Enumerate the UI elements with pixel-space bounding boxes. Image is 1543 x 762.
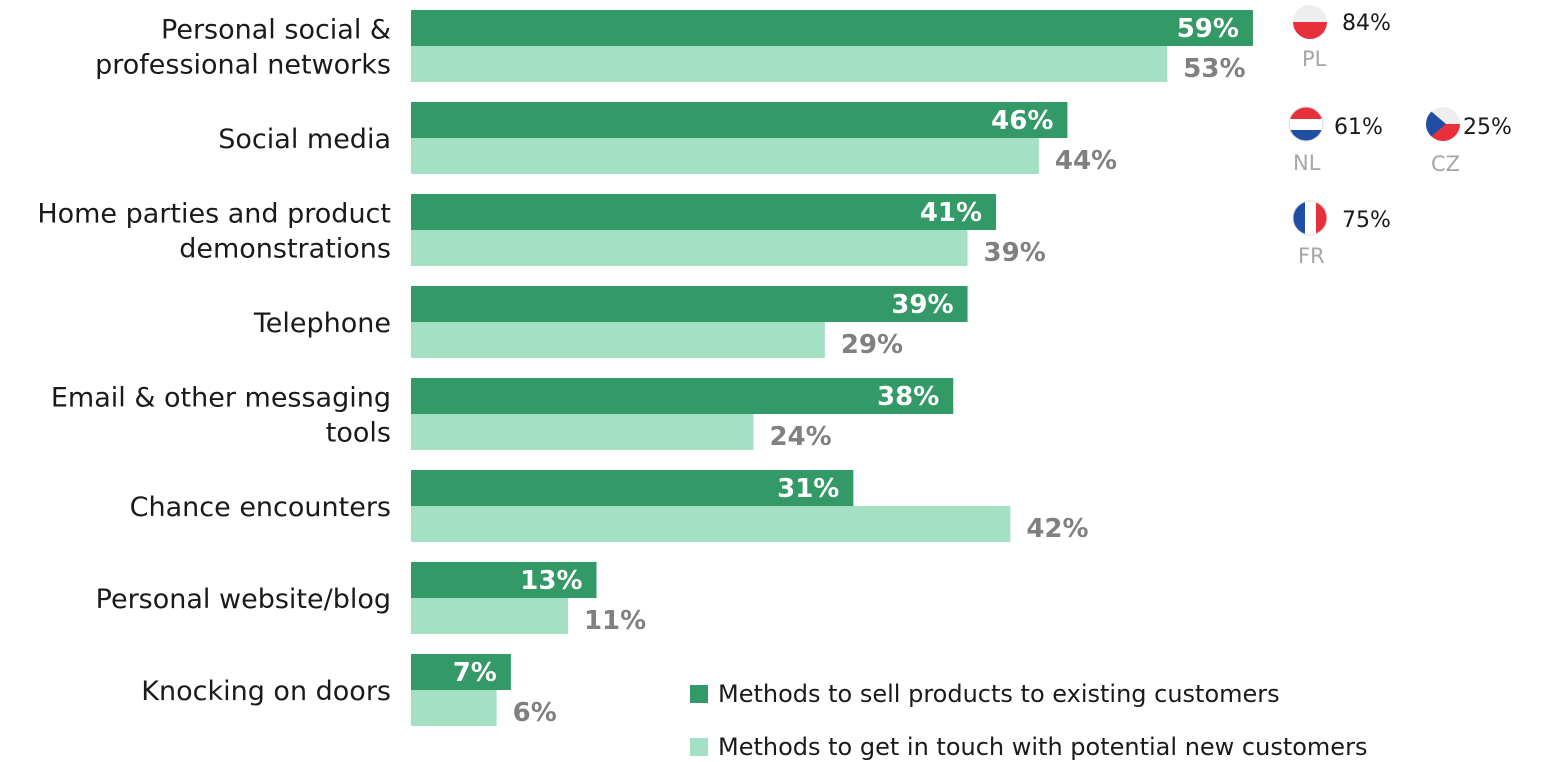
annotation-nl-code: NL <box>1293 151 1321 175</box>
annotation-pl-code: PL <box>1302 47 1327 71</box>
france-flag-icon <box>1293 201 1327 235</box>
category-label-email-other-messaging-tools-line1: Email & other messaging <box>51 383 391 414</box>
legend-swatch-existing <box>690 685 708 703</box>
category-label-home-parties-and-product-demonstrations-line1: Home parties and product <box>37 199 391 230</box>
bar-potential-personal-social-professional-networks <box>411 46 1168 82</box>
category-label-knocking-on-doors: Knocking on doors <box>141 676 391 707</box>
bar-existing-email-other-messaging-tools <box>411 378 954 414</box>
poland-flag-icon <box>1293 5 1327 39</box>
annotation-pl: 84% PL <box>1293 5 1391 71</box>
bar-existing-personal-website-blog <box>411 562 597 598</box>
annotation-cz-value: 25% <box>1463 115 1512 140</box>
annotation-nl-value: 61% <box>1334 115 1383 140</box>
legend-swatch-potential <box>690 738 708 756</box>
bar-potential-personal-website-blog <box>411 598 568 634</box>
bar-existing-social-media <box>411 102 1068 138</box>
category-label-telephone: Telephone <box>253 308 391 339</box>
annotation-fr-code: FR <box>1298 244 1325 268</box>
bar-potential-telephone <box>411 322 825 358</box>
data-label-existing-knocking-on-doors: 7% <box>453 658 497 688</box>
data-label-existing-social-media: 46% <box>991 106 1053 136</box>
category-label-personal-social-professional-networks-line2: professional networks <box>95 50 391 81</box>
bar-existing-chance-encounters <box>411 470 854 506</box>
annotation-nl: 61% NL <box>1288 106 1383 175</box>
bar-existing-telephone <box>411 286 968 322</box>
bar-potential-chance-encounters <box>411 506 1011 542</box>
bars-layer: 59%53%46%44%41%39%39%29%38%24%31%42%13%1… <box>411 10 1253 728</box>
data-label-potential-home-parties-and-product-demonstrations: 39% <box>984 238 1046 268</box>
data-label-potential-email-other-messaging-tools: 24% <box>769 422 831 452</box>
data-label-existing-home-parties-and-product-demonstrations: 41% <box>920 198 982 228</box>
data-label-potential-telephone: 29% <box>841 330 903 360</box>
category-label-home-parties-and-product-demonstrations-line2: demonstrations <box>179 234 391 265</box>
data-label-potential-chance-encounters: 42% <box>1026 514 1088 544</box>
annotation-cz-code: CZ <box>1431 152 1460 176</box>
bar-existing-knocking-on-doors <box>411 654 511 690</box>
bar-existing-personal-social-professional-networks <box>411 10 1253 46</box>
netherlands-flag-icon <box>1289 107 1323 141</box>
annotation-fr: 75% FR <box>1292 200 1391 268</box>
bar-potential-knocking-on-doors <box>411 690 497 726</box>
category-label-email-other-messaging-tools-line2: tools <box>326 418 391 449</box>
data-label-existing-personal-website-blog: 13% <box>520 566 582 596</box>
annotation-cz: 25% CZ <box>1426 107 1512 176</box>
category-label-social-media: Social media <box>218 124 391 155</box>
legend: Methods to sell products to existing cus… <box>690 680 1367 761</box>
data-label-existing-telephone: 39% <box>891 290 953 320</box>
category-label-chance-encounters: Chance encounters <box>130 492 391 523</box>
data-label-existing-email-other-messaging-tools: 38% <box>877 382 939 412</box>
bar-existing-home-parties-and-product-demonstrations <box>411 194 997 230</box>
data-label-potential-knocking-on-doors: 6% <box>513 698 557 728</box>
category-label-personal-website-blog: Personal website/blog <box>96 584 391 615</box>
data-label-existing-personal-social-professional-networks: 59% <box>1177 14 1239 44</box>
category-label-personal-social-professional-networks-line1: Personal social & <box>161 15 391 46</box>
annotation-fr-value: 75% <box>1342 208 1391 233</box>
bar-potential-social-media <box>411 138 1039 174</box>
legend-label-existing: Methods to sell products to existing cus… <box>718 680 1280 708</box>
czech-flag-icon <box>1426 107 1460 141</box>
data-label-existing-chance-encounters: 31% <box>777 474 839 504</box>
data-label-potential-personal-website-blog: 11% <box>584 606 646 636</box>
legend-label-potential: Methods to get in touch with potential n… <box>718 733 1367 761</box>
annotation-pl-value: 84% <box>1342 11 1391 36</box>
data-label-potential-personal-social-professional-networks: 53% <box>1183 54 1245 84</box>
bar-potential-email-other-messaging-tools <box>411 414 754 450</box>
bar-potential-home-parties-and-product-demonstrations <box>411 230 968 266</box>
data-label-potential-social-media: 44% <box>1055 146 1117 176</box>
category-labels: Personal social & professional networks So… <box>37 15 391 708</box>
